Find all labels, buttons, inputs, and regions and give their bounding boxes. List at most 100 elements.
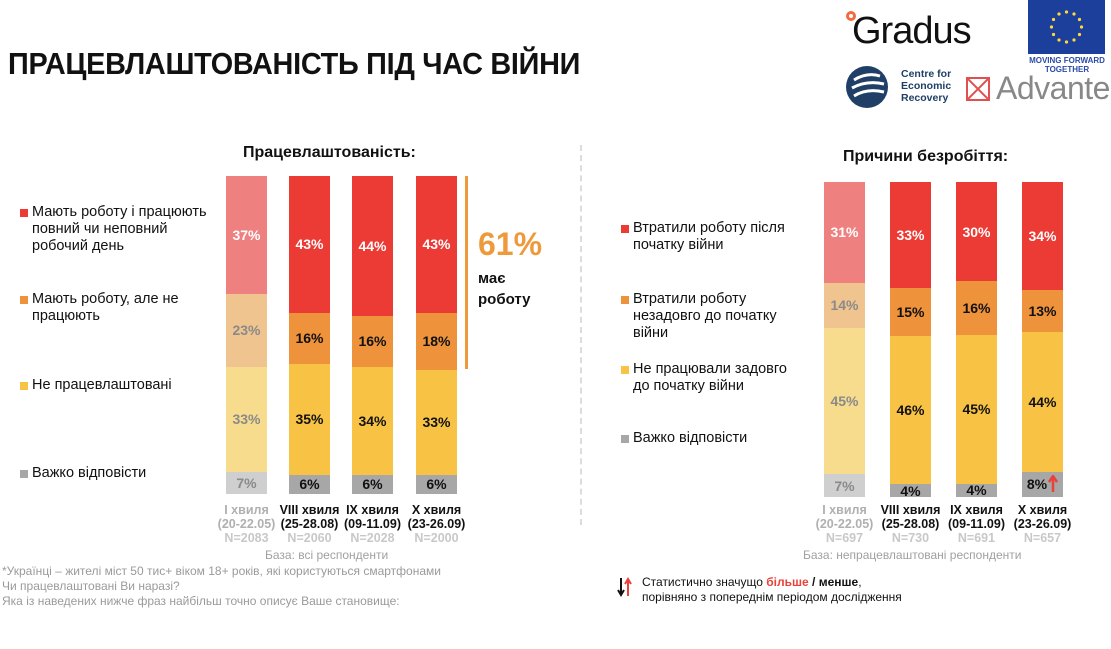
bar-segment: 37% <box>226 176 267 294</box>
significance-prefix: Статистично значущо <box>642 575 767 589</box>
legend-label: Важко відповісти <box>633 430 748 446</box>
cer-line2: Economic <box>901 80 952 92</box>
wave-label: IX хвиля <box>950 503 1003 517</box>
bar-segment: 4% <box>890 482 931 499</box>
legend-label: Втратили роботу незадовго до початку вій… <box>633 291 777 341</box>
bar-segment: 16% <box>352 315 393 367</box>
legend-label: Не працювали задовго до початку війни <box>633 361 787 394</box>
bar-segment: 30% <box>956 182 997 282</box>
chart2-title: Причини безробіття: <box>843 148 1009 165</box>
data-label: 16% <box>358 333 387 350</box>
bar-segment: 8% <box>1022 471 1063 497</box>
bar-segment: 7% <box>226 471 267 494</box>
callout-line1: має <box>478 270 506 287</box>
bar-segment: 34% <box>1022 182 1063 291</box>
eu-star <box>1077 17 1082 22</box>
eu-star <box>1072 12 1076 16</box>
bar-segment: 6% <box>416 474 457 494</box>
legend-swatch-icon <box>20 470 28 478</box>
legend-swatch-icon <box>621 435 629 443</box>
eu-star <box>1077 32 1082 37</box>
section-divider <box>580 145 582 525</box>
eu-star <box>1049 25 1054 29</box>
legend-label: Не працевлаштовані <box>32 377 172 393</box>
data-label: 45% <box>962 401 991 418</box>
data-label: 37% <box>232 226 261 243</box>
chart1-base-note: База: всі респонденти <box>265 548 389 562</box>
legend-swatch-icon <box>621 366 629 374</box>
footnote-line1: *Українці – жителі міст 50 тис+ віком 18… <box>2 564 441 578</box>
wave-label: I хвиля <box>224 503 269 517</box>
data-label: 44% <box>358 237 387 254</box>
data-label: 31% <box>830 224 859 241</box>
legend-label: Мають роботу і працюють повний чи неповн… <box>32 204 207 254</box>
cer-logo-text: Centre for Economic Recovery <box>901 68 951 104</box>
wave-dates: (20-22.05) <box>815 517 874 531</box>
legend-label: Мають роботу, але не працюють <box>32 291 179 324</box>
data-label: 16% <box>962 299 991 316</box>
legend-label: Важко відповісти <box>32 465 147 481</box>
footnote-line2: Чи працевлаштовані Ви наразі? <box>2 579 180 593</box>
legend-swatch-icon <box>20 209 28 217</box>
data-label: 14% <box>830 297 859 314</box>
advante-logo-icon <box>966 77 990 101</box>
x-tick-label: I хвиля (20-22.05) N=697 <box>805 503 885 545</box>
data-label: 34% <box>1028 228 1057 245</box>
data-label: 7% <box>834 477 855 494</box>
wave-dates: (23-26.09) <box>1013 517 1072 531</box>
legend-swatch-icon <box>20 382 28 390</box>
eu-star <box>1079 25 1084 29</box>
data-label: 46% <box>896 402 925 419</box>
cer-line1: Centre for <box>901 68 952 80</box>
x-tick-label: X хвиля (23-26.09) N=2000 <box>397 503 477 545</box>
significance-arrows-icon <box>617 576 633 603</box>
bar-segment: 15% <box>890 288 931 337</box>
cer-logo-icon <box>846 66 888 108</box>
data-label: 33% <box>232 411 261 428</box>
callout-bracket-line <box>465 176 468 369</box>
wave-dates: (09-11.09) <box>344 517 401 531</box>
data-label: 43% <box>422 236 451 253</box>
bar-segment: 46% <box>890 336 931 485</box>
data-label: 33% <box>896 227 925 244</box>
bar-segment: 16% <box>956 281 997 335</box>
significance-less: менше <box>818 575 859 589</box>
significance-legend: Статистично значущо більше / менше, порі… <box>642 575 902 605</box>
x-tick-label: X хвиля (23-26.09) N=657 <box>1003 503 1083 545</box>
bar-segment: 4% <box>956 482 997 499</box>
cer-line3: Recovery <box>901 92 949 104</box>
eu-caption-line2: TOGETHER <box>1044 65 1090 74</box>
x-tick-label: IX хвиля (09-11.09) N=691 <box>937 503 1017 545</box>
wave-dates: (20-22.05) <box>217 517 276 531</box>
data-label: 4% <box>900 482 921 499</box>
data-label: 4% <box>966 482 987 499</box>
sample-size: N=730 <box>891 531 930 545</box>
page-title: ПРАЦЕВЛАШТОВАНІСТЬ ПІД ЧАС ВІЙНИ <box>8 46 581 81</box>
eu-star <box>1057 12 1061 16</box>
wave-label: VIII хвиля <box>880 503 941 517</box>
x-tick-label: VIII хвиля (25-28.08) N=730 <box>871 503 951 545</box>
bar-segment: 14% <box>824 282 865 329</box>
advante-logo: Advante <box>996 70 1110 106</box>
legend-swatch-icon <box>621 225 629 233</box>
data-label: 6% <box>299 476 320 493</box>
gradus-logo-dot-icon <box>846 11 856 21</box>
data-label: 23% <box>232 322 261 339</box>
data-label: 43% <box>295 236 324 253</box>
significance-suffix: , <box>858 575 862 589</box>
eu-caption: MOVING FORWARD TOGETHER <box>1022 56 1111 74</box>
legend-label: Втратили роботу після початку війни <box>633 220 785 253</box>
data-label: 33% <box>422 414 451 431</box>
advante-cross-icon <box>967 78 989 100</box>
sample-size: N=657 <box>1023 531 1062 545</box>
bar-segment: 43% <box>289 176 330 313</box>
eu-star <box>1051 17 1056 22</box>
wave-label: X хвиля <box>1017 503 1068 517</box>
wave-label: I хвиля <box>822 503 867 517</box>
data-label: 30% <box>962 223 991 240</box>
data-label: 18% <box>422 333 451 350</box>
wave-label: IX хвиля <box>346 503 399 517</box>
x-tick-label: VIII хвиля (25-28.08) N=2060 <box>270 503 350 545</box>
data-label: 6% <box>362 476 383 493</box>
bar-segment: 44% <box>352 176 393 316</box>
